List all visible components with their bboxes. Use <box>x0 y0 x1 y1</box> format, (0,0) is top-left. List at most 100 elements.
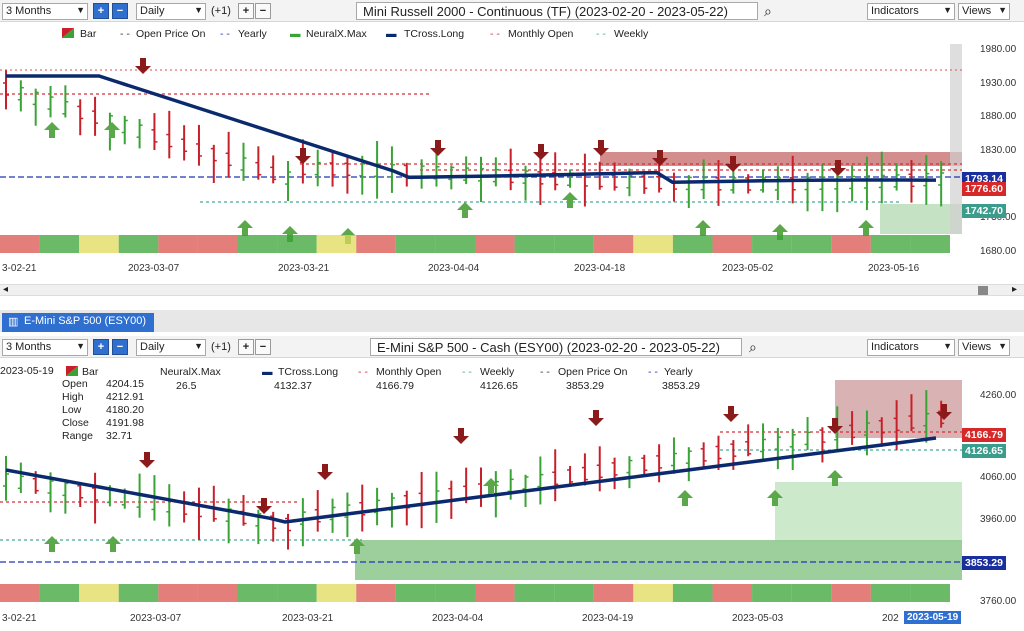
ohlc-value: 4180.20 <box>106 404 144 416</box>
period-value: 3 Months <box>6 341 52 353</box>
y-tick: 1980.00 <box>980 44 1017 55</box>
chevron-down-icon: ▼ <box>194 341 203 351</box>
neuralx-strip-cell <box>395 235 436 253</box>
ohlc-row-close: Close 4191.98 <box>0 417 144 430</box>
buy-arrow-icon <box>827 470 843 486</box>
ohlc-value: 32.71 <box>106 430 133 442</box>
bottom-tab-bar: ▥ E-Mini S&P 500 (ESY00) <box>0 310 1024 332</box>
neuralx-strip-cell <box>712 235 753 253</box>
remove-bar-button[interactable]: − <box>255 339 271 355</box>
neuralx-strip-cell <box>475 584 515 602</box>
remove-bar-button[interactable]: − <box>255 3 271 19</box>
ohlc-date: 2023-05-19 <box>0 365 54 377</box>
legend-weekly: Weekly <box>614 28 649 40</box>
neuralx-strip-cell <box>0 584 40 602</box>
zone-box <box>775 482 962 542</box>
views-button[interactable]: Views ▼ <box>958 3 1010 20</box>
zoom-out-button[interactable]: − <box>112 339 128 355</box>
x-tick: 2023-03-21 <box>278 263 330 274</box>
ohlc-value: 4191.98 <box>106 417 144 429</box>
chart-title[interactable]: E-Mini S&P 500 - Cash (ESY00) (2023-02-2… <box>370 338 742 356</box>
x-tick: 2023-04-04 <box>428 263 480 274</box>
offset-label: (+1) <box>211 5 231 17</box>
interval-select[interactable]: Daily ▼ <box>136 339 206 356</box>
sell-arrow-icon <box>593 140 609 156</box>
zoom-in-button[interactable]: + <box>93 3 109 19</box>
scroll-right-icon[interactable]: ▸ <box>1012 284 1018 295</box>
bottom-time-axis[interactable]: 3-02-21 2023-03-07 2023-03-21 2023-04-04… <box>0 610 1024 631</box>
legend-open-value: 3853.29 <box>566 380 604 392</box>
legend-yearly-swatch: - - <box>220 28 230 40</box>
neuralx-strip-cell <box>118 235 159 253</box>
sell-arrow-icon <box>295 148 311 164</box>
zoom-out-button[interactable]: − <box>112 3 128 19</box>
add-bar-button[interactable]: + <box>238 339 254 355</box>
neuralx-strip-cell <box>870 584 911 602</box>
views-button[interactable]: Views ▼ <box>958 339 1010 356</box>
top-scrollbar[interactable]: ◂ ▸ <box>0 284 1024 296</box>
search-icon[interactable]: ⌕ <box>764 3 772 19</box>
cursor-date-label: 2023-05-19 <box>904 611 962 624</box>
legend-weekly-swatch: - - <box>596 28 606 40</box>
price-label-monthly: 1776.60 <box>962 182 1006 196</box>
sell-arrow-icon <box>533 144 549 160</box>
x-tick: 2023-03-07 <box>130 613 182 624</box>
neuralx-strip-cell <box>752 235 792 253</box>
buy-arrow-icon <box>457 202 473 218</box>
indicators-button[interactable]: Indicators ▼ <box>867 3 955 20</box>
x-tick: 2023-05-03 <box>732 613 784 624</box>
price-label-yearly: 3853.29 <box>962 556 1006 570</box>
buy-arrow-icon <box>858 220 874 236</box>
add-bar-button[interactable]: + <box>238 3 254 19</box>
search-icon[interactable]: ⌕ <box>749 339 757 355</box>
tab-es-mini[interactable]: ▥ E-Mini S&P 500 (ESY00) <box>2 313 155 332</box>
x-tick: 2023-04-04 <box>432 613 484 624</box>
top-time-axis[interactable]: 3-02-21 2023-03-07 2023-03-21 2023-04-04… <box>0 260 962 280</box>
x-tick: 2023-05-02 <box>722 263 774 274</box>
x-tick: 2023-03-07 <box>128 263 180 274</box>
indicators-label: Indicators <box>871 5 919 17</box>
top-price-axis[interactable]: 1980.00 1930.00 1880.00 1830.00 1730.00 … <box>962 44 1024 260</box>
tab-label: E-Mini S&P 500 (ESY00) <box>24 315 147 327</box>
y-tick: 4060.00 <box>980 472 1017 483</box>
neuralx-strip-cell <box>633 584 673 602</box>
legend-monthly: Monthly Open <box>508 28 574 40</box>
scroll-left-icon[interactable]: ◂ <box>3 284 9 295</box>
chart-title[interactable]: Mini Russell 2000 - Continuous (TF) (202… <box>356 2 758 20</box>
chevron-down-icon: ▼ <box>943 5 952 15</box>
sell-arrow-icon <box>830 160 846 176</box>
bottom-price-axis[interactable]: 4260.00 4060.00 3960.00 3760.00 4166.79 … <box>962 362 1024 610</box>
zone-box <box>950 44 962 234</box>
ohlc-value: 4212.91 <box>106 391 144 403</box>
buy-arrow-icon <box>44 536 60 552</box>
neuralx-strip-cell <box>672 584 713 602</box>
zone-box <box>600 152 962 166</box>
period-select[interactable]: 3 Months ▼ <box>2 339 88 356</box>
top-price-chart[interactable] <box>0 44 962 260</box>
y-tick: 3760.00 <box>980 596 1017 607</box>
period-select[interactable]: 3 Months ▼ <box>2 3 88 20</box>
bottom-price-chart[interactable] <box>0 362 962 610</box>
neuralx-strip-cell <box>79 235 119 253</box>
neuralx-strip-cell <box>712 584 753 602</box>
ohlc-key: Low <box>62 404 82 416</box>
neuralx-strip-cell <box>831 235 871 253</box>
bottom-legend: Bar NeuralX.Max 26.5 ▬ TCross.Long 4132.… <box>0 366 960 394</box>
ohlc-value: 4204.15 <box>106 378 144 390</box>
legend-open-swatch: - - <box>120 28 130 40</box>
interval-select[interactable]: Daily ▼ <box>136 3 206 20</box>
zoom-in-button[interactable]: + <box>93 339 109 355</box>
ohlc-key: Range <box>62 430 93 442</box>
y-tick: 3960.00 <box>980 514 1017 525</box>
buy-arrow-icon <box>105 536 121 552</box>
legend-yearly: Yearly <box>238 28 267 40</box>
indicators-button[interactable]: Indicators ▼ <box>867 339 955 356</box>
legend-monthly-swatch: - - <box>490 28 500 40</box>
y-tick: 4260.00 <box>980 390 1017 401</box>
legend-bar: Bar <box>82 366 99 378</box>
neuralx-strip-cell <box>197 584 238 602</box>
neuralx-strip-cell <box>435 235 475 253</box>
scroll-thumb[interactable] <box>978 286 988 295</box>
legend-monthly-swatch: - - <box>358 366 368 378</box>
chevron-down-icon: ▼ <box>76 341 85 351</box>
